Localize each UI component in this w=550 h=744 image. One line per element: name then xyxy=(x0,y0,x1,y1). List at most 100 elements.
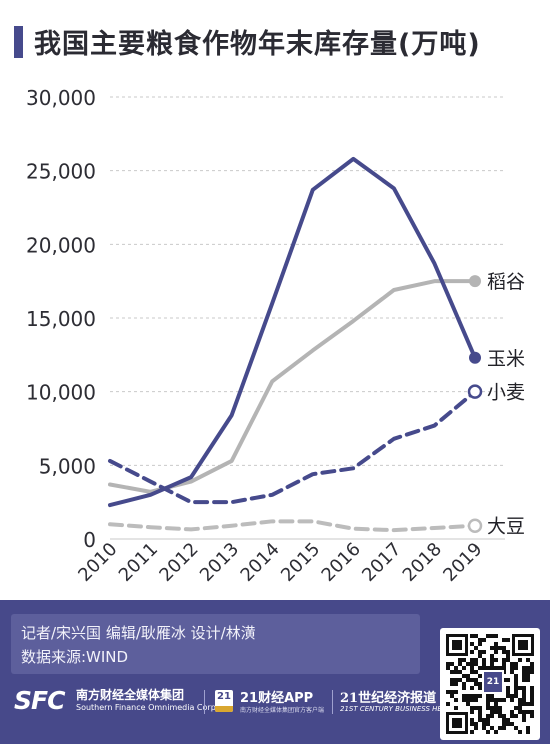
qr-module xyxy=(494,702,498,706)
footer: 记者/宋兴国 编辑/耿雁冰 设计/林潢 数据来源:WIND SFC 南方财经全媒… xyxy=(0,600,550,744)
qr-module xyxy=(518,686,522,690)
qr-module xyxy=(462,698,466,702)
qr-module xyxy=(498,714,502,718)
qr-module xyxy=(502,658,506,662)
qr-module xyxy=(470,718,474,722)
x-tick-label: 2010 xyxy=(74,539,121,586)
series-line xyxy=(108,156,477,508)
qr-module xyxy=(454,690,458,694)
qr-pattern xyxy=(446,634,534,734)
qr-module xyxy=(502,678,506,682)
qr-module xyxy=(454,682,458,686)
qr-module xyxy=(522,686,526,690)
series-label: 玉米 xyxy=(487,348,525,370)
qr-module xyxy=(530,710,534,714)
qr-module xyxy=(458,670,462,674)
qr-module xyxy=(482,662,486,666)
qr-module xyxy=(466,662,470,666)
qr-module xyxy=(530,702,534,706)
sfc-logo: SFC xyxy=(14,686,65,715)
qr-module xyxy=(482,658,486,662)
qr-module xyxy=(514,690,518,694)
qr-module xyxy=(506,658,510,662)
qr-module xyxy=(458,658,462,662)
y-tick-label: 25,000 xyxy=(26,160,96,184)
qr-module xyxy=(474,698,478,702)
qr-module xyxy=(486,694,490,698)
qr-module xyxy=(494,650,498,654)
qr-module xyxy=(502,650,506,654)
qr-module xyxy=(478,686,482,690)
qr-module xyxy=(470,634,474,638)
qr-module xyxy=(490,662,494,666)
qr-module xyxy=(518,698,522,702)
qr-module xyxy=(474,670,478,674)
qr-module xyxy=(470,706,474,710)
qr-module xyxy=(514,682,518,686)
qr-module xyxy=(522,666,526,670)
app-badge-text: 21 xyxy=(217,691,231,702)
qr-module xyxy=(482,666,486,670)
qr-module xyxy=(510,714,514,718)
chart-title: 我国主要粮食作物年末库存量(万吨) xyxy=(34,29,481,60)
title-bar: 我国主要粮食作物年末库存量(万吨) xyxy=(0,0,550,82)
qr-finder xyxy=(452,640,462,650)
qr-module xyxy=(522,702,526,706)
qr-module xyxy=(478,706,482,710)
qr-module xyxy=(478,710,482,714)
qr-module xyxy=(486,706,490,710)
qr-module xyxy=(462,658,466,662)
x-tick-label: 2017 xyxy=(358,539,405,586)
y-tick-label: 30,000 xyxy=(26,86,96,110)
qr-module xyxy=(474,682,478,686)
series-line xyxy=(108,279,477,494)
x-tick-label: 2016 xyxy=(318,539,365,586)
qr-module xyxy=(474,646,478,650)
qr-module xyxy=(526,674,530,678)
series-end-marker xyxy=(467,384,483,399)
qr-module xyxy=(474,706,478,710)
qr-module xyxy=(518,730,522,734)
credits-source: 数据来源:WIND xyxy=(21,648,129,666)
qr-module xyxy=(510,722,514,726)
qr-module xyxy=(470,670,474,674)
qr-module xyxy=(486,722,490,726)
qr-module xyxy=(462,694,466,698)
qr-module xyxy=(470,710,474,714)
app-subtitle: 南方财经全媒体集团官方客户端 xyxy=(240,707,325,714)
qr-module xyxy=(494,698,498,702)
qr-module xyxy=(446,702,450,706)
qr-module xyxy=(486,730,490,734)
qr-module xyxy=(478,642,482,646)
qr-module xyxy=(498,706,502,710)
qr-module xyxy=(514,678,518,682)
qr-module xyxy=(478,718,482,722)
qr-module xyxy=(518,710,522,714)
qr-module xyxy=(466,674,470,678)
series-end-marker xyxy=(469,275,481,288)
qr-module xyxy=(474,662,478,666)
qr-module xyxy=(470,678,474,682)
series-line xyxy=(108,389,477,505)
qr-module xyxy=(446,662,450,666)
qr-module xyxy=(462,666,466,670)
qr-module xyxy=(450,690,454,694)
qr-module xyxy=(514,714,518,718)
qr-module xyxy=(510,710,514,714)
qr-module xyxy=(526,726,530,730)
qr-module xyxy=(474,634,478,638)
qr-module xyxy=(454,670,458,674)
qr-module xyxy=(522,710,526,714)
qr-module xyxy=(506,722,510,726)
qr-module xyxy=(502,726,506,730)
qr-module xyxy=(514,706,518,710)
qr-module xyxy=(450,678,454,682)
qr-code[interactable]: 21 xyxy=(440,628,540,740)
qr-module xyxy=(474,694,478,698)
series-label: 大豆 xyxy=(487,516,525,538)
x-tick-label: 2013 xyxy=(196,539,243,586)
qr-module xyxy=(502,722,506,726)
sfc-name-cn: 南方财经全媒体集团 xyxy=(76,688,185,702)
herald-name-cn: 21世纪经济报道 xyxy=(340,691,437,706)
